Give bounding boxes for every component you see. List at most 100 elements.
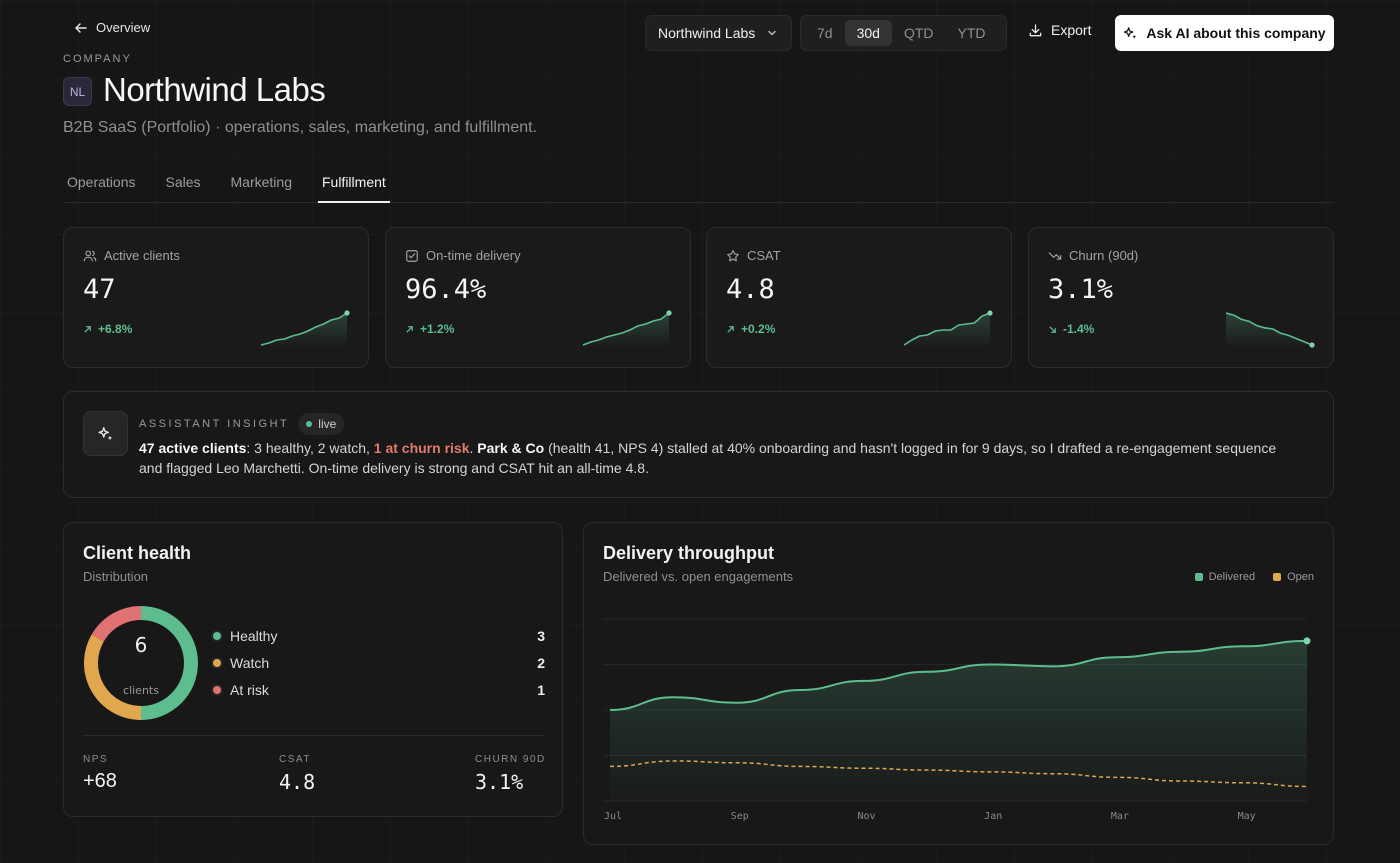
live-label: live bbox=[318, 417, 337, 431]
back-link[interactable]: Overview bbox=[74, 20, 150, 35]
legend-label: Healthy bbox=[230, 628, 278, 644]
range-qtd[interactable]: QTD bbox=[903, 25, 934, 41]
tab-marketing[interactable]: Marketing bbox=[230, 174, 292, 190]
insight-kicker: ASSISTANT INSIGHT bbox=[139, 418, 290, 430]
chevron-down-icon bbox=[768, 30, 776, 36]
legend-count: 1 bbox=[537, 682, 545, 698]
legend-swatch bbox=[213, 659, 221, 667]
sparkline bbox=[1225, 312, 1315, 348]
divider bbox=[83, 735, 545, 736]
health-legend-healthy: Healthy 3 bbox=[213, 628, 545, 644]
range-30d[interactable]: 30d bbox=[844, 20, 892, 46]
health-legend-watch: Watch 2 bbox=[213, 655, 545, 671]
legend-swatch bbox=[213, 632, 221, 640]
company-logo: NL bbox=[63, 77, 92, 106]
sparkline-line bbox=[903, 312, 991, 346]
sparkline-line bbox=[260, 312, 348, 346]
sparkline-end-dot bbox=[1309, 342, 1315, 348]
kpi-card-churn: Churn (90d) 3.1% -1.4% bbox=[1028, 227, 1334, 368]
kpi-delta: +6.8% bbox=[83, 322, 132, 336]
insight-icon-box bbox=[83, 411, 128, 456]
stat-label: CSAT bbox=[279, 754, 311, 765]
insight-text-c: (health 41, NPS 4) stalled at 40% onboar… bbox=[139, 440, 1277, 476]
export-button[interactable]: Export bbox=[1028, 22, 1091, 38]
insight-text-a: : 3 healthy, 2 watch, bbox=[246, 440, 374, 456]
company-select[interactable]: Northwind Labs bbox=[645, 15, 792, 51]
trending-down-icon bbox=[1048, 251, 1062, 260]
sparkline-fill bbox=[261, 313, 347, 348]
kpi-value: 96.4% bbox=[405, 274, 487, 305]
sparkles-icon bbox=[97, 426, 112, 440]
stat-label: CHURN 90D bbox=[475, 754, 546, 765]
open-series-line bbox=[609, 760, 1308, 788]
legend-swatch bbox=[1194, 573, 1203, 581]
sparkline-line bbox=[582, 312, 670, 346]
donut-total-label: clients bbox=[123, 684, 159, 697]
kpi-value: 3.1% bbox=[1048, 274, 1114, 305]
sparkline bbox=[260, 310, 350, 348]
throughput-area-chart: Jul Sep Nov Jan Mar May bbox=[603, 618, 1311, 822]
stat-nps: NPS +68 bbox=[83, 754, 117, 793]
donut-slice-watch bbox=[84, 634, 142, 720]
ask-ai-label: Ask AI about this company bbox=[1146, 25, 1326, 41]
legend-label: Watch bbox=[230, 655, 270, 671]
stat-value: +68 bbox=[83, 770, 117, 792]
tab-sales[interactable]: Sales bbox=[165, 174, 201, 190]
check-square-icon bbox=[406, 249, 418, 262]
live-badge: live bbox=[298, 413, 345, 435]
company-eyebrow: COMPANY bbox=[63, 53, 132, 65]
legend-delivered: Delivered bbox=[1194, 571, 1256, 583]
stat-value: 3.1% bbox=[475, 770, 524, 794]
stat-value: 4.8 bbox=[279, 770, 316, 794]
kpi-delta-text: +1.2% bbox=[420, 322, 455, 336]
sparkline bbox=[903, 310, 993, 348]
range-7d[interactable]: 7d bbox=[817, 25, 833, 41]
kpi-delta: +0.2% bbox=[726, 322, 775, 336]
kpi-label: Churn (90d) bbox=[1048, 248, 1138, 263]
x-tick-label: May bbox=[1238, 811, 1256, 822]
throughput-title: Delivery throughput bbox=[603, 543, 775, 563]
legend-label: Delivered bbox=[1208, 571, 1256, 583]
export-label: Export bbox=[1051, 22, 1092, 38]
users-icon bbox=[83, 250, 97, 261]
page-title: Northwind Labs bbox=[103, 71, 326, 108]
delivered-area-fill bbox=[610, 640, 1307, 801]
legend-swatch bbox=[213, 686, 221, 694]
kpi-label-text: Churn (90d) bbox=[1069, 248, 1139, 263]
ask-ai-button[interactable]: Ask AI about this company bbox=[1115, 15, 1334, 51]
kpi-value: 4.8 bbox=[726, 274, 775, 305]
sparkline bbox=[582, 310, 672, 348]
tab-operations[interactable]: Operations bbox=[67, 174, 136, 190]
kpi-card-csat: CSAT 4.8 +0.2% bbox=[706, 227, 1012, 368]
delivered-series-line bbox=[609, 639, 1308, 711]
company-select-value: Northwind Labs bbox=[658, 25, 756, 41]
kpi-label-text: CSAT bbox=[747, 248, 781, 263]
kpi-delta-text: +6.8% bbox=[98, 322, 133, 336]
star-icon bbox=[727, 249, 739, 261]
donut-total: 6 bbox=[135, 633, 148, 657]
x-tick-label: Jul bbox=[604, 811, 622, 822]
arrow-up-right-icon bbox=[727, 325, 734, 333]
kpi-value: 47 bbox=[83, 274, 116, 305]
health-legend-at-risk: At risk 1 bbox=[213, 682, 545, 698]
kpi-card-active-clients: Active clients 47 +6.8% bbox=[63, 227, 369, 368]
assistant-insight: ASSISTANT INSIGHT live 47 active clients… bbox=[63, 391, 1334, 498]
range-ytd[interactable]: YTD bbox=[957, 25, 986, 41]
back-label: Overview bbox=[96, 20, 151, 35]
tab-fulfillment[interactable]: Fulfillment bbox=[317, 171, 390, 203]
sparkles-icon bbox=[1124, 26, 1137, 39]
kpi-label-text: Active clients bbox=[104, 248, 180, 263]
insight-risk: 1 at churn risk bbox=[373, 440, 470, 456]
delivery-throughput-panel: Delivery throughput Delivered vs. open e… bbox=[583, 522, 1334, 845]
throughput-subtitle: Delivered vs. open engagements bbox=[603, 569, 794, 584]
client-health-title: Client health bbox=[83, 543, 192, 563]
sparkline-end-dot bbox=[987, 310, 993, 316]
kpi-label: Active clients bbox=[83, 248, 180, 263]
sparkline-end-dot bbox=[666, 310, 672, 316]
arrow-up-right-icon bbox=[406, 325, 413, 333]
delivered-point bbox=[1303, 637, 1311, 645]
arrow-left-icon bbox=[75, 22, 87, 33]
x-tick-label: Sep bbox=[731, 811, 749, 822]
legend-count: 3 bbox=[537, 628, 545, 644]
kpi-delta-text: +0.2% bbox=[741, 322, 776, 336]
